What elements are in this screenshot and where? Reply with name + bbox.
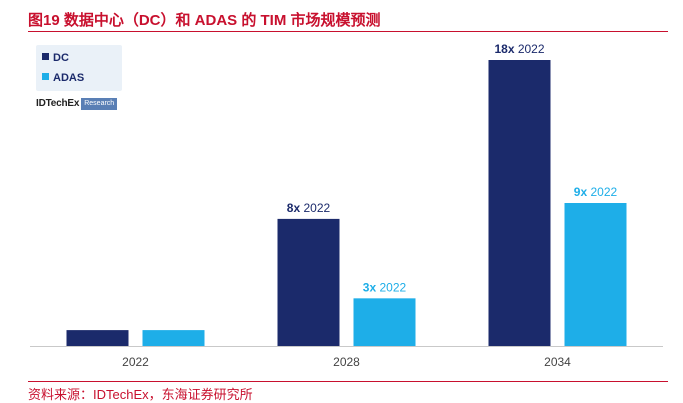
source-rule — [28, 381, 668, 382]
legend-item-adas: ADAS — [42, 72, 84, 84]
data-label-adas-2034: 9x 2022 — [574, 185, 618, 199]
chart-legend: DC ADAS — [36, 45, 122, 91]
figure-title: 图19 数据中心（DC）和 ADAS 的 TIM 市场规模预测 — [28, 12, 381, 29]
bar-dc-2028 — [277, 218, 340, 346]
x-tick-label: 2034 — [544, 355, 571, 369]
data-label-dc-2028: 8x 2022 — [287, 201, 331, 215]
logo-main-text: IDTechEx — [36, 98, 80, 109]
x-tick-label: 2028 — [333, 355, 360, 369]
idtechex-logo: IDTechEx Research — [36, 98, 118, 110]
logo-sub-text: Research — [81, 98, 118, 110]
bar-adas-2028 — [353, 298, 416, 346]
title-rule — [28, 31, 668, 32]
bar-dc-2034 — [488, 60, 551, 346]
legend-swatch-adas — [42, 73, 49, 80]
legend-label-dc: DC — [53, 52, 69, 64]
data-label-adas-2028: 3x 2022 — [363, 280, 407, 294]
data-label-dc-2034: 18x 2022 — [494, 42, 544, 56]
bar-adas-2034 — [564, 203, 627, 346]
source-note: 资料来源：IDTechEx，东海证券研究所 — [28, 387, 253, 402]
legend-item-dc: DC — [42, 52, 69, 64]
legend-label-adas: ADAS — [53, 72, 85, 84]
x-tick-label: 2022 — [122, 355, 149, 369]
bar-adas-2022 — [142, 330, 205, 346]
bar-dc-2022 — [66, 330, 129, 346]
legend-swatch-dc — [42, 53, 49, 60]
